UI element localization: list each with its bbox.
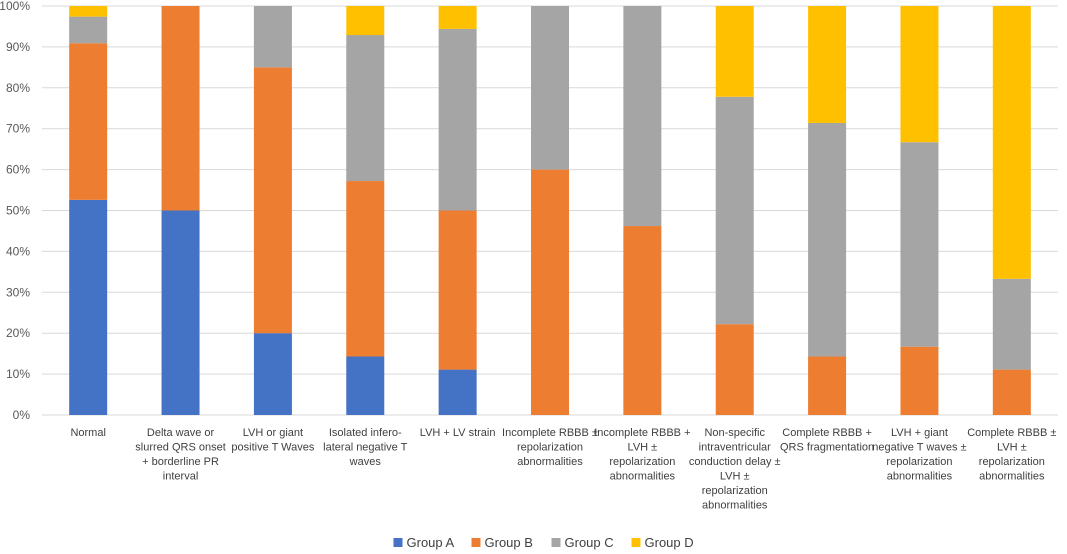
- x-tick-label: Delta wave or slurred QRS onset + borderli…: [135, 427, 225, 483]
- bars: [69, 6, 1031, 415]
- bar-segment-group-b: [623, 226, 662, 415]
- legend-label: Group B: [485, 535, 533, 550]
- bar-segment-group-b: [531, 169, 569, 415]
- legend-item-group-c: Group C: [551, 535, 614, 550]
- x-tick-label: LVH + giant negative T waves ± repolarizat…: [872, 427, 966, 483]
- bar-segment-group-b: [992, 369, 1031, 415]
- bar-segment-group-d: [438, 6, 477, 29]
- x-tick-label: Non-specific intraventricular conduction d…: [689, 427, 781, 512]
- y-tick-label: 100%: [0, 0, 30, 13]
- legend-label: Group D: [645, 535, 694, 550]
- legend-label: Group C: [565, 535, 614, 550]
- bar-segment-group-c: [715, 96, 754, 325]
- y-tick-label: 90%: [6, 40, 30, 54]
- bar-segment-group-b: [161, 6, 200, 211]
- y-tick-label: 30%: [6, 285, 30, 299]
- bar-segment-group-d: [715, 6, 754, 97]
- bar-segment-group-c: [438, 28, 477, 211]
- y-tick-label: 70%: [6, 122, 30, 136]
- y-tick-label: 0%: [13, 408, 31, 422]
- x-tick-label: Normal: [70, 427, 105, 439]
- bar-segment-group-a: [69, 199, 108, 415]
- bar-segment-group-d: [346, 6, 385, 36]
- bar-segment-group-c: [808, 122, 847, 357]
- y-tick-label: 20%: [6, 326, 30, 340]
- bar-segment-group-b: [715, 324, 754, 415]
- bar-segment-group-c: [992, 278, 1031, 370]
- bar-segment-group-c: [623, 6, 662, 227]
- x-tick-label: Complete RBBB + QRS fragmentation: [780, 427, 874, 454]
- y-tick-label: 60%: [6, 163, 30, 177]
- bar-segment-group-a: [161, 210, 200, 415]
- legend: Group A Group B Group C Group D: [393, 535, 694, 550]
- y-axis: 0% 10% 20% 30% 40% 50% 60% 70% 80% 90% 100%: [0, 0, 30, 422]
- x-tick-label: Complete RBBB ± LVH ± repolarization abnorm…: [967, 427, 1056, 483]
- bar-segment-group-b: [253, 67, 292, 334]
- x-tick-label: LVH or giant positive T Waves: [231, 427, 314, 454]
- y-tick-label: 10%: [6, 367, 30, 381]
- y-tick-label: 50%: [6, 204, 30, 218]
- legend-item-group-a: Group A: [393, 535, 455, 550]
- legend-item-group-d: Group D: [631, 535, 694, 550]
- legend-swatch: [471, 538, 481, 547]
- bar-segment-group-c: [900, 142, 939, 347]
- legend-swatch: [631, 538, 641, 547]
- x-tick-label: LVH + LV strain: [420, 427, 496, 439]
- bar-segment-group-a: [253, 333, 292, 415]
- bar-segment-group-b: [808, 356, 847, 415]
- legend-item-group-b: Group B: [471, 535, 533, 550]
- bar-segment-group-c: [346, 35, 385, 182]
- bar-segment-group-c: [69, 16, 108, 44]
- bar-segment-group-b: [346, 181, 385, 357]
- x-axis: Normal Delta wave or slurred QRS onset + bo…: [70, 427, 1056, 512]
- bar-segment-group-c: [531, 6, 569, 170]
- legend-swatch: [551, 538, 561, 547]
- x-tick-label: Incomplete RBBB + LVH ± repolarization abno…: [594, 427, 690, 483]
- y-tick-label: 80%: [6, 81, 30, 95]
- bar-segment-group-d: [808, 6, 847, 123]
- y-tick-label: 40%: [6, 244, 30, 258]
- legend-label: Group A: [407, 535, 455, 550]
- x-tick-label: Incomplete RBBB ± repolarization abnormali…: [502, 427, 598, 468]
- bar-segment-group-c: [253, 6, 292, 68]
- bar-segment-group-d: [900, 6, 939, 143]
- legend-swatch: [393, 538, 403, 547]
- bar-segment-group-d: [69, 6, 108, 17]
- bar-segment-group-b: [69, 43, 108, 200]
- bar-segment-group-a: [438, 369, 477, 415]
- bar-segment-group-b: [438, 210, 477, 370]
- bar-segment-group-b: [900, 346, 939, 415]
- bar-segment-group-a: [346, 356, 385, 415]
- bar-segment-group-d: [992, 6, 1031, 279]
